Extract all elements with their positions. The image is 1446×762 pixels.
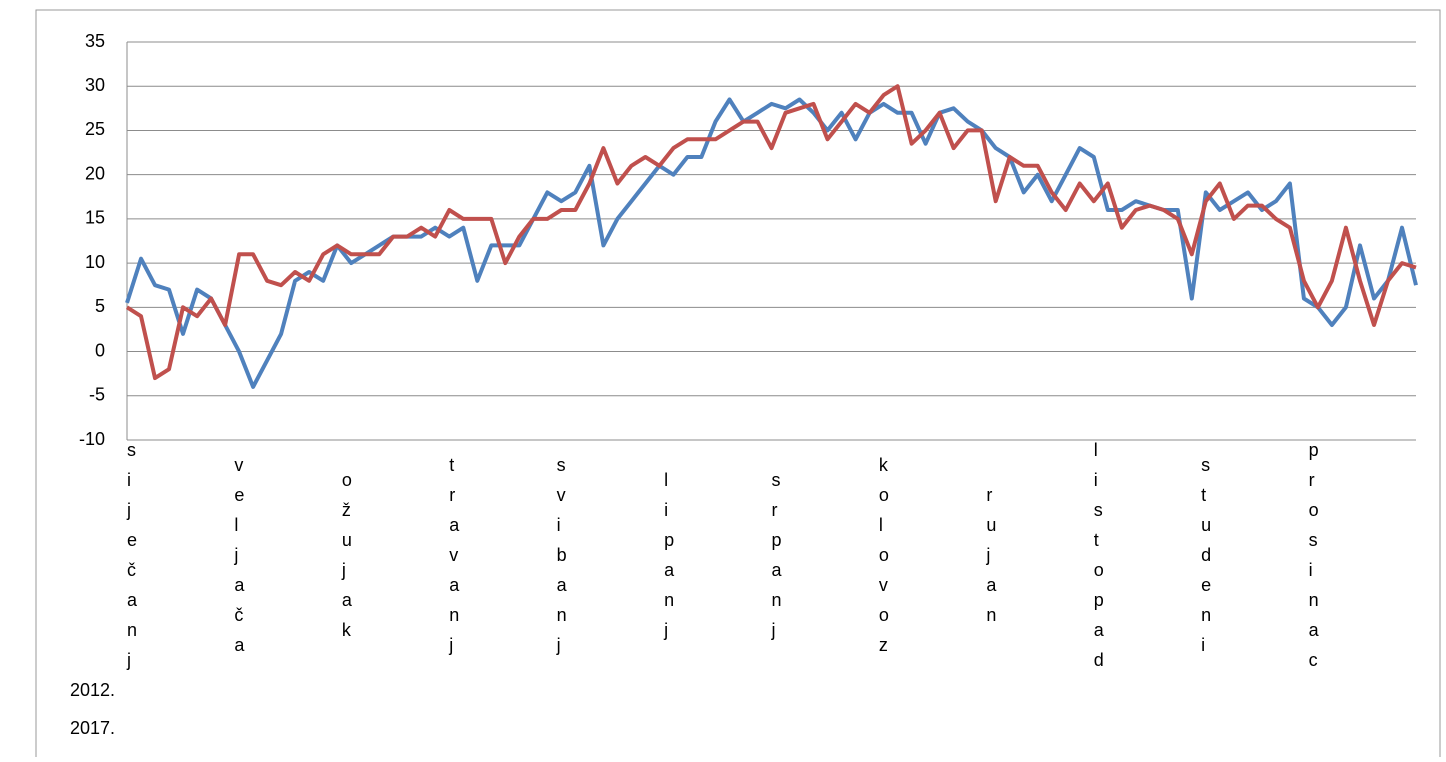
y-tick-label: 10: [85, 252, 105, 272]
series-line: [125, 97, 1418, 389]
y-tick-label: 20: [85, 163, 105, 183]
y-tick-label: 25: [85, 119, 105, 139]
chart-frame: [35, 9, 1441, 762]
legend-label: 2017.: [70, 718, 115, 738]
legend-label: 2012.: [70, 680, 115, 700]
y-tick-label: 5: [95, 296, 105, 316]
series-line: [125, 84, 1417, 381]
y-tick-label: 30: [85, 75, 105, 95]
legend: 2012. 2017.: [70, 680, 115, 738]
y-tick-label: 15: [85, 208, 105, 228]
y-tick-label: 35: [85, 31, 105, 51]
y-tick-label: -5: [89, 385, 105, 405]
y-tick-label: 0: [95, 340, 105, 360]
y-tick-label: -10: [79, 429, 105, 449]
